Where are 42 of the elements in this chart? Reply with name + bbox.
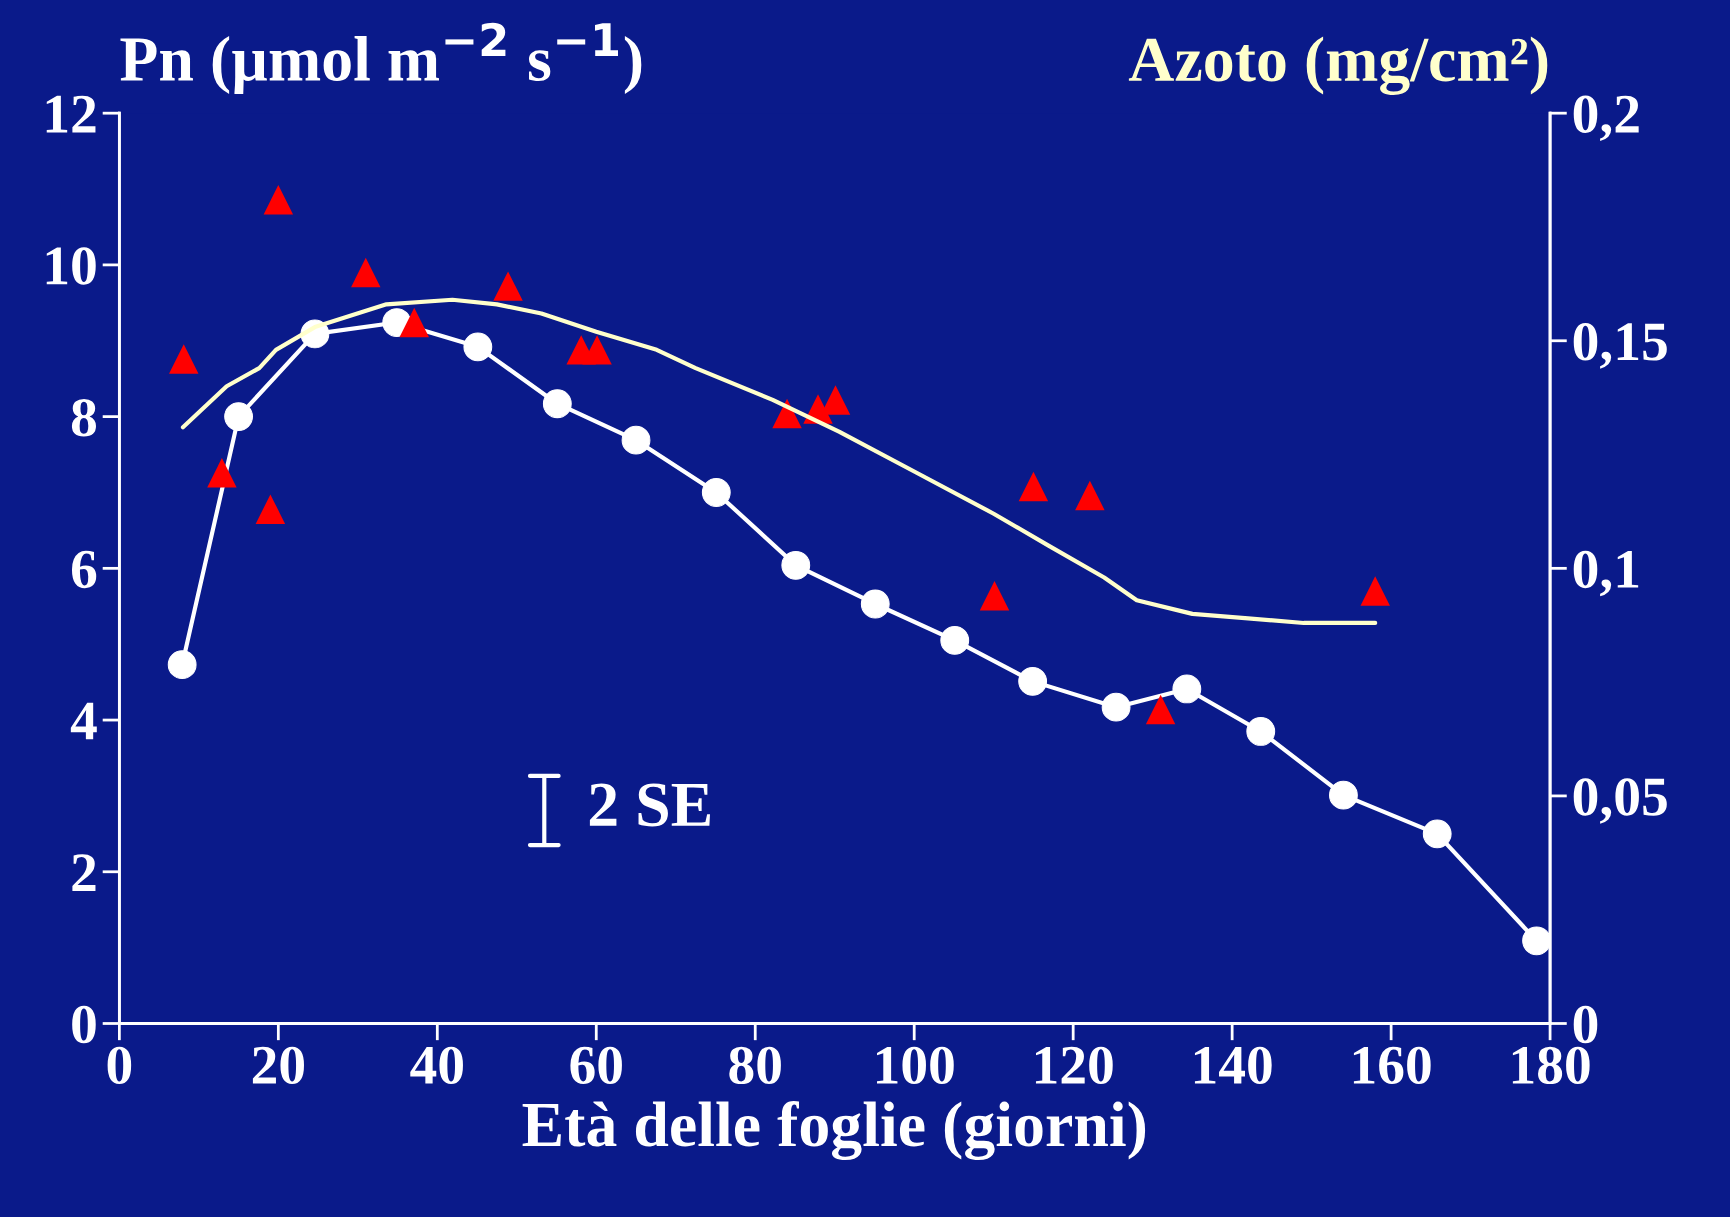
point xyxy=(542,389,572,419)
point xyxy=(860,589,890,619)
y-axis-title: Pn (µmol m$^{−2}$ s$^{−1}$) xyxy=(120,22,642,95)
y2-tick-label: 0,2 xyxy=(1573,95,1639,142)
x-tick-label: 120 xyxy=(1035,1046,1113,1085)
y2-axis-title: Azoto (mg/cm²) xyxy=(1128,36,1548,95)
point xyxy=(621,425,651,455)
y-tick-label: 2 xyxy=(72,854,96,892)
x-tick-label: 20 xyxy=(252,1046,304,1085)
point xyxy=(1101,692,1131,722)
y2-tick-label: 0,15 xyxy=(1573,323,1667,369)
point xyxy=(167,650,197,680)
x-tick-label: 40 xyxy=(410,1046,463,1085)
point xyxy=(1018,666,1048,696)
x-tick-label: 180 xyxy=(1512,1046,1590,1085)
x-tick-label: 160 xyxy=(1353,1046,1431,1085)
y-tick-label: 12 xyxy=(46,95,96,133)
point xyxy=(1522,926,1551,956)
x-tick-label: 140 xyxy=(1194,1046,1272,1085)
point xyxy=(1172,674,1202,704)
point xyxy=(463,332,493,362)
y-tick-label: 10 xyxy=(46,247,96,285)
y-tick-label: 6 xyxy=(71,550,97,589)
x-tick-label: 0 xyxy=(107,1046,132,1085)
point xyxy=(940,626,970,655)
x-axis-title: Età delle foglie (giorni) xyxy=(522,1100,1146,1161)
y-tick-label: 8 xyxy=(71,398,96,437)
annotation: 2 SE xyxy=(589,783,710,827)
y2-tick-label: 0,1 xyxy=(1573,550,1639,597)
y2-tick-label: 0,05 xyxy=(1573,778,1667,824)
x-tick-label: 100 xyxy=(877,1046,954,1085)
y2-tick-label: 0 xyxy=(1573,1005,1598,1044)
y-tick-label: 4 xyxy=(70,702,97,740)
point xyxy=(1422,819,1452,849)
point xyxy=(224,402,253,432)
point xyxy=(701,478,731,507)
point xyxy=(781,550,811,580)
x-tick-label: 60 xyxy=(570,1046,622,1085)
x-tick-label: 80 xyxy=(729,1046,781,1085)
point xyxy=(1246,717,1276,746)
y-tick-label: 0 xyxy=(72,1005,96,1044)
point xyxy=(1329,780,1358,810)
